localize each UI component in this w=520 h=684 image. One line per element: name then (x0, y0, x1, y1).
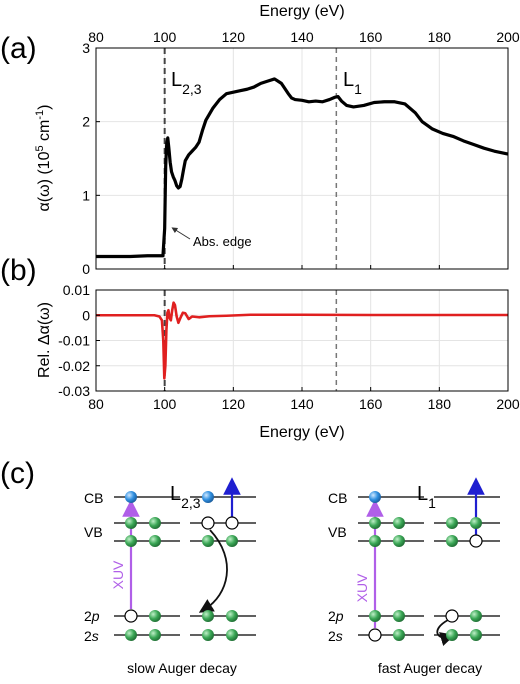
x-tick-label: 80 (88, 29, 104, 45)
hole (124, 609, 138, 623)
chart-b-grid (95, 289, 509, 392)
y-tick-label: 0 (82, 307, 90, 323)
x-tick-label: 160 (359, 396, 383, 412)
diagram-left-title: L2,3 (170, 483, 201, 511)
decay-diagram: L2,3 L1 CB VB 2p 2s CB VB 2p 2s (84, 477, 500, 676)
level-label-vb-right: VB (328, 524, 347, 540)
x-tick-label: 200 (496, 29, 520, 45)
hole (445, 609, 459, 623)
x-tick-label: 80 (88, 396, 104, 412)
y-tick-label: -0.02 (58, 358, 90, 374)
chart-b-xticks: 80 100 120 140 160 180 200 (88, 387, 520, 412)
level-label-2p-left: 2p (84, 608, 100, 624)
x-tick-label: 120 (222, 29, 246, 45)
panel-label-b: (b) (0, 254, 37, 287)
xuv-label-right: XUV (354, 573, 370, 602)
chart-b: 80 100 120 140 160 180 200 0.01 0 -0.01 -0.02 -0.0… (36, 282, 520, 441)
hole (201, 516, 215, 530)
panel-label-a: (a) (0, 32, 37, 65)
x-tick-label: 160 (359, 29, 383, 45)
chart-a-grid (95, 47, 509, 270)
abs-edge-annotation: Abs. edge (193, 234, 252, 249)
abs-edge-arrow (171, 227, 191, 240)
x-tick-label: 100 (153, 396, 177, 412)
y-tick-label: -0.01 (58, 333, 90, 349)
caption-fast-auger: fast Auger decay (378, 660, 482, 676)
level-label-2p-right: 2p (328, 608, 344, 624)
electron-blue (202, 491, 214, 503)
electron-blue (125, 491, 137, 503)
y-tick-label: 1 (82, 187, 90, 203)
x-tick-label: 180 (428, 396, 452, 412)
hole (368, 628, 382, 642)
x-tick-label: 140 (290, 29, 314, 45)
edge-label-l23: L2,3 (171, 69, 202, 97)
level-label-cb-right: CB (328, 490, 347, 506)
chart-b-yticks: 0.01 0 -0.01 -0.02 -0.03 (58, 282, 100, 399)
level-label-cb-left: CB (84, 490, 103, 506)
electron-blue (369, 491, 381, 503)
y-tick-label: 0.01 (63, 282, 90, 298)
levels-left (114, 496, 256, 636)
electrons-left (124, 491, 239, 641)
x-tick-label: 140 (290, 396, 314, 412)
caption-slow-auger: slow Auger decay (127, 660, 237, 676)
level-label-2s-left: 2s (84, 628, 99, 644)
y-tick-label: 3 (82, 40, 90, 56)
level-label-2s-right: 2s (328, 628, 343, 644)
x-tick-label: 100 (153, 29, 177, 45)
chart-a: 80 100 120 140 160 180 200 0 1 2 3 Energy (eV) α(… (34, 3, 520, 277)
edge-label-l1: L1 (343, 69, 362, 97)
chart-a-yticks: 0 1 2 3 (82, 40, 100, 277)
xuv-label-left: XUV (110, 560, 126, 589)
chart-a-series-line (96, 77, 509, 259)
relaxation-arrow-left (198, 529, 228, 613)
y-tick-label: -0.03 (58, 383, 90, 399)
x-tick-label: 180 (428, 29, 452, 45)
chart-b-ylabel: Rel. Δα(ω) (36, 302, 53, 378)
relaxation-arrow-right (436, 619, 455, 646)
chart-b-series-line (96, 301, 508, 380)
hole (469, 534, 483, 548)
y-tick-label: 2 (82, 114, 90, 130)
level-label-vb-left: VB (84, 524, 103, 540)
x-tick-label: 200 (496, 396, 520, 412)
panel-label-c: (c) (0, 457, 35, 490)
chart-b-xlabel: Energy (eV) (259, 424, 344, 441)
chart-a-xlabel: Energy (eV) (259, 3, 344, 20)
electrons-right (368, 491, 483, 642)
chart-a-xticks-top: 80 100 120 140 160 180 200 (88, 29, 520, 269)
x-tick-label: 120 (222, 396, 246, 412)
y-tick-label: 0 (82, 261, 90, 277)
chart-a-ylabel: α(ω) (105 cm-1) (34, 105, 53, 212)
hole (225, 516, 239, 530)
diagram-right-title: L1 (417, 483, 436, 511)
